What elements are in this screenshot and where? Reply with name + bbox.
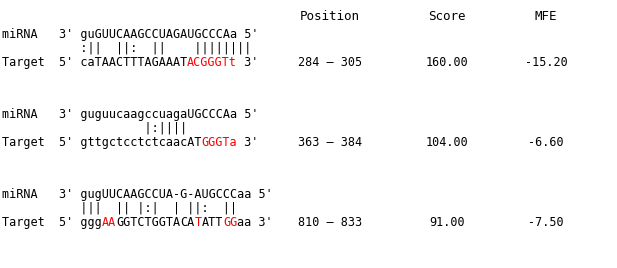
Text: 284 – 305: 284 – 305 — [298, 56, 362, 69]
Text: Target  5' caTAACTTTAGAAAT: Target 5' caTAACTTTAGAAAT — [2, 56, 187, 69]
Text: |:||||: |:|||| — [2, 122, 187, 135]
Text: GGTCTGGTA: GGTCTGGTA — [116, 216, 180, 229]
Text: -6.60: -6.60 — [528, 136, 564, 149]
Text: 91.00: 91.00 — [429, 216, 465, 229]
Text: Target  5' ggg: Target 5' ggg — [2, 216, 102, 229]
Text: miRNA   3' guguucaagccuagaUGCCCAa 5': miRNA 3' guguucaagccuagaUGCCCAa 5' — [2, 108, 259, 121]
Text: 3': 3' — [237, 136, 259, 149]
Text: 160.00: 160.00 — [426, 56, 469, 69]
Text: MFE: MFE — [535, 10, 557, 23]
Text: 810 – 833: 810 – 833 — [298, 216, 362, 229]
Text: -15.20: -15.20 — [524, 56, 568, 69]
Text: Target  5' gttgctcctctcaacAT: Target 5' gttgctcctctcaacAT — [2, 136, 202, 149]
Text: 104.00: 104.00 — [426, 136, 469, 149]
Text: CA: CA — [180, 216, 194, 229]
Text: 3': 3' — [237, 56, 259, 69]
Text: GG: GG — [223, 216, 237, 229]
Text: aa 3': aa 3' — [237, 216, 273, 229]
Text: miRNA   3' guGUUCAAGCCUAGAUGCCCAa 5': miRNA 3' guGUUCAAGCCUAGAUGCCCAa 5' — [2, 28, 259, 41]
Text: T: T — [194, 216, 202, 229]
Text: Score: Score — [429, 10, 466, 23]
Text: miRNA   3' gugUUCAAGCCUA-G-AUGCCCaa 5': miRNA 3' gugUUCAAGCCUA-G-AUGCCCaa 5' — [2, 188, 273, 201]
Text: GGGTa: GGGTa — [202, 136, 237, 149]
Text: Position: Position — [300, 10, 360, 23]
Text: ACGGGTt: ACGGGTt — [187, 56, 237, 69]
Text: 363 – 384: 363 – 384 — [298, 136, 362, 149]
Text: |||  || |:|  | ||:  ||: ||| || |:| | ||: || — [2, 202, 237, 215]
Text: AA: AA — [102, 216, 116, 229]
Text: -7.50: -7.50 — [528, 216, 564, 229]
Text: ATT: ATT — [202, 216, 223, 229]
Text: :||  ||:  ||    ||||||||: :|| ||: || |||||||| — [2, 42, 251, 55]
